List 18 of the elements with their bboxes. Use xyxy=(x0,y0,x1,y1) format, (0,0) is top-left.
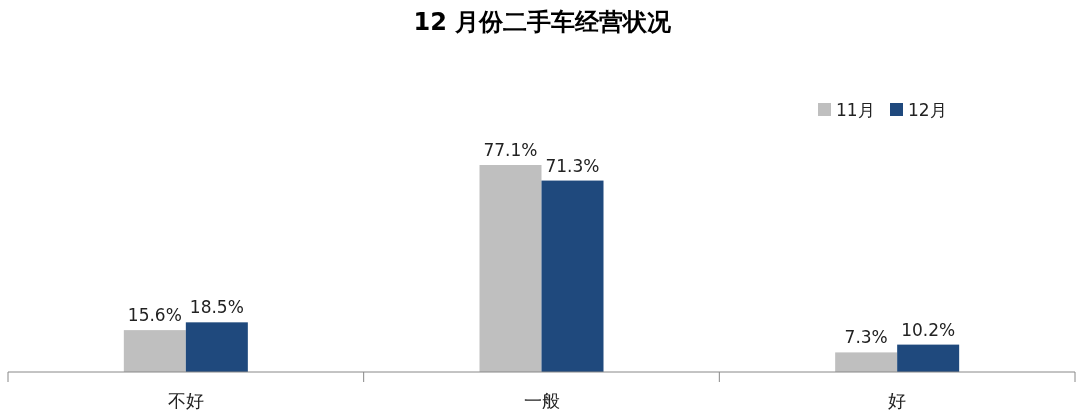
bar xyxy=(123,330,186,372)
chart-title: 12 月份二手车经营状况 xyxy=(413,8,673,36)
data-label: 71.3% xyxy=(545,155,600,176)
bar xyxy=(541,180,604,372)
data-label: 18.5% xyxy=(189,297,244,318)
bar xyxy=(185,322,248,372)
x-tick-label: 不好 xyxy=(167,390,204,411)
data-label: 77.1% xyxy=(483,140,538,160)
legend-label: 12月 xyxy=(908,100,947,120)
bar xyxy=(479,165,542,372)
legend-label: 11月 xyxy=(836,100,875,120)
data-label: 15.6% xyxy=(127,305,182,326)
data-label: 10.2% xyxy=(901,319,956,340)
x-tick-label: 好 xyxy=(888,390,907,411)
bar xyxy=(835,352,898,372)
bar xyxy=(897,344,960,372)
x-tick-label: 一般 xyxy=(523,390,560,411)
data-label: 7.3% xyxy=(844,327,888,348)
